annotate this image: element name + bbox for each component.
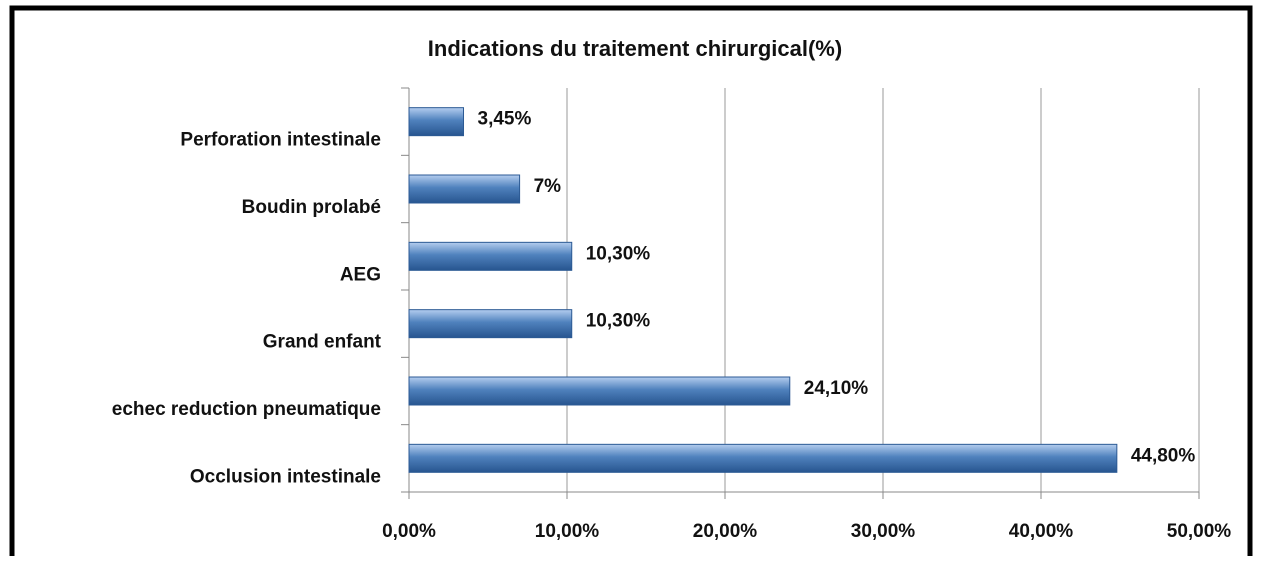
x-tick-label: 30,00%: [851, 521, 916, 542]
data-label: 10,30%: [586, 311, 651, 332]
bar: [408, 241, 573, 271]
data-label: 10,30%: [586, 243, 651, 264]
data-label: 44,80%: [1131, 445, 1196, 466]
y-tick-label: echec reduction pneumatique: [112, 399, 381, 420]
bar: [408, 443, 1118, 473]
y-tick-label: Grand enfant: [263, 332, 382, 353]
x-tick-label: 10,00%: [535, 521, 600, 542]
y-tick-label: Boudin prolabé: [242, 197, 381, 218]
bar: [408, 107, 465, 137]
x-tick-label: 20,00%: [693, 521, 758, 542]
bar: [408, 174, 521, 204]
data-label: 3,45%: [478, 109, 532, 130]
data-label: 24,10%: [804, 378, 869, 399]
frame: [9, 5, 1253, 556]
bar: [408, 376, 791, 406]
bar: [408, 309, 573, 339]
y-tick-label: Occlusion intestinale: [190, 466, 381, 487]
x-tick-label: 0,00%: [382, 521, 436, 542]
x-tick-label: 40,00%: [1009, 521, 1074, 542]
data-label: 7%: [534, 176, 562, 197]
chart-title: Indications du traitement chirurgical(%): [428, 36, 842, 61]
y-tick-label: Perforation intestinale: [180, 130, 381, 151]
y-tick-label: AEG: [340, 264, 381, 285]
x-tick-label: 50,00%: [1167, 521, 1232, 542]
